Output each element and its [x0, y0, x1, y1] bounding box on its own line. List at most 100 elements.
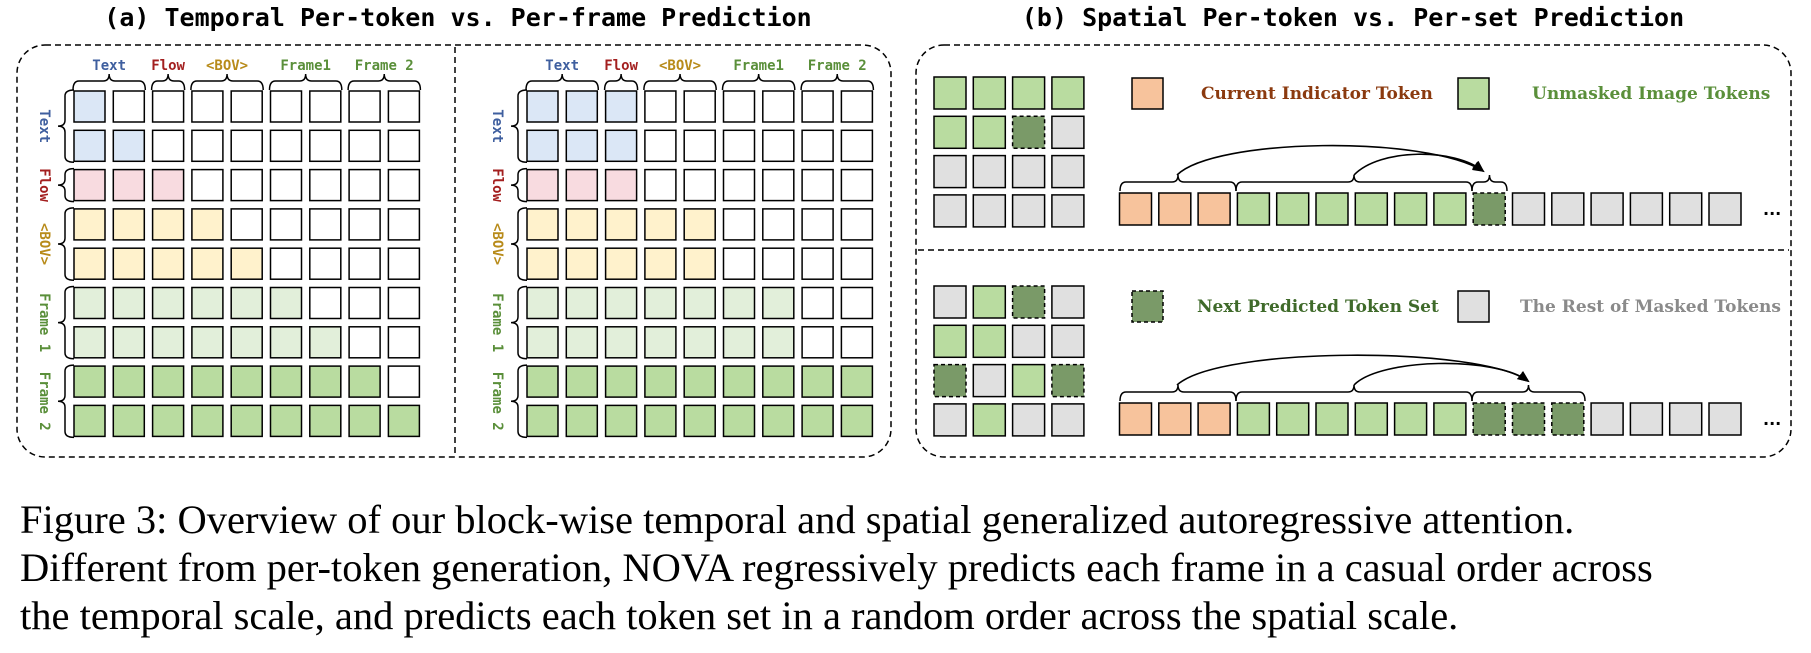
per-token-cell	[112, 365, 146, 398]
per-token-column-brace	[72, 73, 147, 91]
per-frame-cell	[683, 90, 716, 123]
top-grid-masked-token	[1011, 194, 1046, 228]
per-token-column-brace	[268, 73, 343, 91]
per-frame-cell	[801, 168, 834, 202]
per-token-cell	[191, 286, 224, 320]
caption-line-2: Different from per-token generation, NOV…	[20, 545, 1653, 590]
per-token-cell	[151, 404, 185, 438]
per-frame-column-brace	[525, 73, 600, 91]
per-frame-cell	[526, 168, 559, 202]
panel-b-frame	[915, 44, 1792, 458]
bottom-sequence-unmasked-token	[1275, 402, 1310, 436]
per-token-row-brace	[57, 285, 75, 360]
top-grid-unmasked-token	[972, 115, 1007, 150]
top-sequence-unmasked-token	[1315, 192, 1349, 226]
per-frame-cell	[644, 168, 677, 202]
per-frame-cell	[644, 326, 677, 359]
per-token-cell	[191, 208, 224, 241]
per-token-cell	[387, 286, 421, 320]
per-token-cell	[191, 365, 224, 398]
bottom-sequence-masked-token	[1590, 402, 1624, 436]
per-frame-column-label-text: Text	[545, 58, 579, 74]
per-frame-row-brace	[510, 364, 528, 439]
top-grid-masked-token	[972, 194, 1007, 228]
per-frame-cell	[604, 247, 638, 280]
per-frame-cell	[604, 129, 638, 163]
per-frame-cell	[801, 326, 834, 359]
per-token-cell	[309, 247, 342, 280]
top-sequence-unmasked-token	[1393, 192, 1428, 226]
bottom-grid-unmasked-token	[972, 285, 1007, 319]
top-grid-unmasked-token	[933, 76, 967, 110]
panel-a-title: (a) Temporal Per-token vs. Per-frame Pre…	[104, 3, 811, 32]
per-token-cell	[309, 168, 342, 202]
top-grid-unmasked-token	[1011, 76, 1046, 110]
per-token-cell	[348, 168, 381, 202]
bottom-grid-masked-token	[1051, 285, 1085, 319]
per-token-cell	[73, 90, 106, 123]
top-grid-unmasked-token	[1051, 76, 1085, 110]
per-frame-column-label-frame-2: Frame 2	[808, 58, 867, 74]
per-token-row-label-flow: Flow	[36, 168, 52, 202]
top-sequence-masked-token	[1551, 192, 1585, 226]
per-token-row-brace	[57, 167, 75, 203]
per-token-cell	[191, 168, 224, 202]
top-grid-masked-token	[1051, 154, 1085, 189]
per-token-row-brace	[57, 207, 75, 281]
per-frame-cell	[762, 168, 795, 202]
per-token-row-label-text: Text	[36, 109, 52, 143]
per-frame-cell	[683, 404, 716, 438]
per-frame-cell	[526, 129, 559, 163]
per-frame-cell	[683, 326, 716, 359]
top-grid-masked-token	[933, 194, 967, 228]
per-token-row-brace	[57, 364, 75, 439]
per-token-cell	[112, 129, 146, 163]
bottom-sequence-indicator-token	[1118, 402, 1153, 436]
bottom-grid-predicted-token	[1051, 363, 1085, 398]
bottom-predicted-brace	[1471, 384, 1586, 402]
per-frame-cell	[722, 129, 756, 163]
per-frame-cell	[604, 208, 638, 241]
bottom-grid-unmasked-token	[1011, 363, 1046, 398]
legend-the-rest-of-masked-tokens-swatch	[1457, 290, 1490, 323]
per-frame-column-brace	[721, 73, 796, 91]
legend-unmasked-image-tokens-swatch	[1457, 77, 1490, 110]
per-frame-cell	[762, 365, 795, 398]
per-token-cell	[348, 247, 381, 280]
top-sequence-unmasked-token	[1433, 192, 1467, 226]
per-frame-column-brace	[643, 73, 717, 91]
per-frame-cell	[644, 208, 677, 241]
bottom-sequence-unmasked-token	[1315, 402, 1349, 436]
legend-next-predicted-token-set-label: Next Predicted Token Set	[1197, 297, 1439, 317]
per-frame-cell	[526, 90, 559, 123]
bottom-grid-unmasked-token	[933, 324, 967, 359]
legend-the-rest-of-masked-tokens-label: The Rest of Masked Tokens	[1520, 297, 1781, 317]
per-token-cell	[387, 90, 421, 123]
caption-line-3: the temporal scale, and predicts each to…	[20, 593, 1459, 638]
top-grid-masked-token	[972, 154, 1007, 189]
bottom-sequence-predicted-token	[1511, 402, 1546, 436]
per-frame-row-brace	[510, 167, 528, 203]
per-token-cell	[151, 208, 185, 241]
per-token-cell	[112, 208, 146, 241]
per-frame-cell	[565, 326, 599, 359]
top-sequence-predicted-token	[1472, 192, 1506, 226]
per-frame-column-label-flow: Flow	[604, 58, 638, 74]
per-frame-cell	[604, 168, 638, 202]
bottom-grid-masked-token	[972, 363, 1007, 398]
per-frame-cell	[722, 168, 756, 202]
per-token-cell	[309, 129, 342, 163]
per-token-cell	[269, 247, 303, 280]
per-token-cell	[73, 247, 106, 280]
bottom-sequence-predicted-token	[1472, 402, 1506, 436]
per-token-cell	[151, 129, 185, 163]
top-grid-predicted-token	[1011, 115, 1046, 150]
bottom-sequence-ellipsis: ...	[1763, 410, 1781, 429]
per-token-cell	[191, 129, 224, 163]
per-token-cell	[309, 404, 342, 438]
per-frame-cell	[565, 404, 599, 438]
per-token-cell	[230, 286, 263, 320]
bottom-grid-masked-token	[1051, 403, 1085, 437]
per-token-cell	[151, 326, 185, 359]
bottom-indicator-brace	[1119, 384, 1237, 402]
